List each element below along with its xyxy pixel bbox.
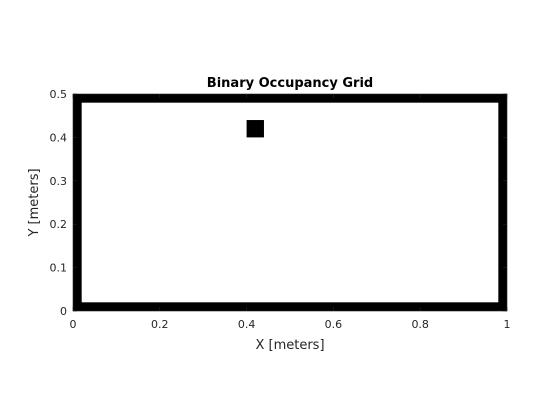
y-axis-label: Y [meters] bbox=[27, 168, 42, 237]
axes-frame bbox=[72, 93, 508, 312]
x-tick-label: 0.2 bbox=[151, 318, 169, 331]
occupied-cells bbox=[73, 94, 507, 311]
x-tick-label: 0 bbox=[70, 318, 77, 331]
x-axis-ticks: 0 0.2 0.4 0.6 0.8 1 bbox=[70, 94, 511, 331]
occupied-cell-right-wall bbox=[498, 94, 507, 311]
x-tick-label: 0.4 bbox=[238, 318, 256, 331]
occupied-cell-top-wall bbox=[73, 94, 507, 103]
y-tick-label: 0.5 bbox=[50, 88, 68, 101]
x-tick-label: 0.8 bbox=[411, 318, 429, 331]
y-axis-ticks: 0 0.1 0.2 0.3 0.4 0.5 bbox=[50, 88, 507, 318]
y-tick-label: 0.2 bbox=[50, 218, 68, 231]
x-tick-label: 1 bbox=[504, 318, 511, 331]
x-axis-label: X [meters] bbox=[255, 338, 324, 353]
x-tick-label: 0.6 bbox=[325, 318, 343, 331]
y-tick-label: 0.1 bbox=[50, 262, 68, 275]
occupied-cell-left-wall bbox=[73, 94, 82, 311]
y-tick-label: 0.3 bbox=[50, 175, 68, 188]
y-tick-label: 0.4 bbox=[50, 131, 68, 144]
occupied-cell-obstacle bbox=[246, 120, 264, 138]
chart-title: Binary Occupancy Grid bbox=[207, 76, 373, 91]
y-tick-label: 0 bbox=[60, 305, 67, 318]
occupied-cell-bottom-wall bbox=[73, 302, 507, 311]
